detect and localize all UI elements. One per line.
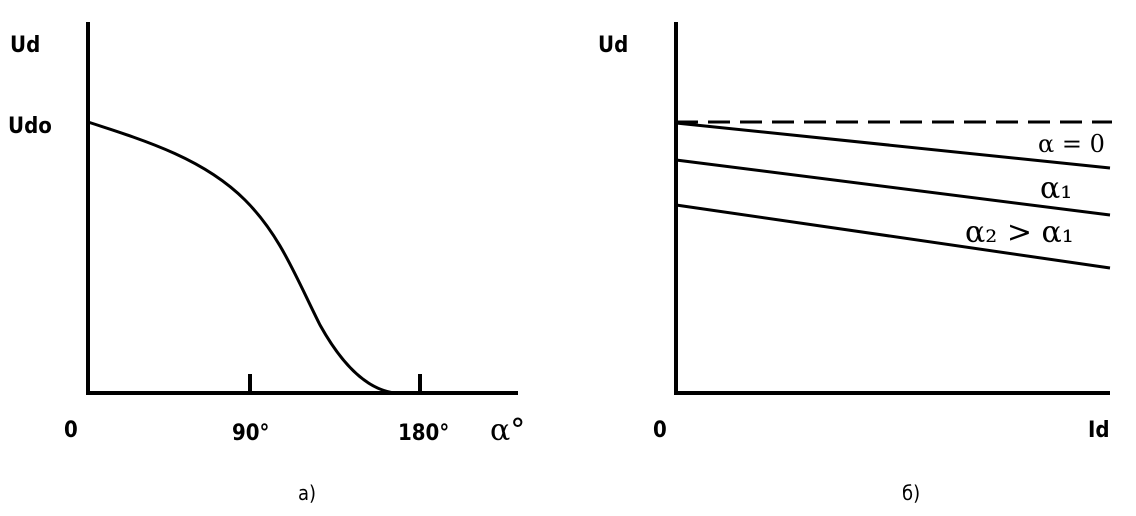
line-label: α₁ <box>1040 171 1072 206</box>
line-label: α = 0 <box>1038 130 1105 158</box>
line-label: α₂ > α₁ <box>965 215 1074 250</box>
left-axes <box>86 22 518 395</box>
line <box>675 121 1111 170</box>
x-label: Id <box>1088 418 1110 443</box>
origin: 0 <box>653 418 667 443</box>
y-label: Ud <box>598 33 628 58</box>
line <box>675 203 1111 270</box>
x-label: α° <box>490 413 525 448</box>
y-mark: Udo <box>8 114 52 139</box>
right-axes <box>674 22 1110 395</box>
line <box>675 158 1111 217</box>
caption: б) <box>902 481 920 505</box>
caption: а) <box>298 481 316 505</box>
curve <box>87 120 396 395</box>
y-label: Ud <box>10 33 40 58</box>
tick-label: 90° <box>232 421 269 446</box>
origin: 0 <box>64 418 78 443</box>
tick-label: 180° <box>398 421 449 446</box>
